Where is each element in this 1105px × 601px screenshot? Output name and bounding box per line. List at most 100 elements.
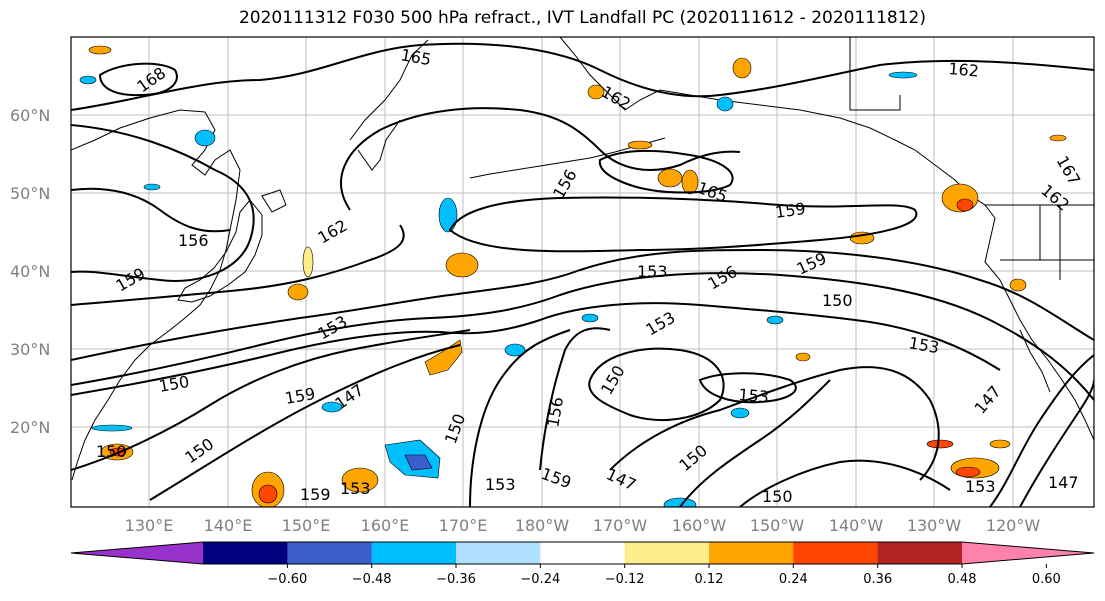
alaska-coast bbox=[559, 37, 996, 219]
contour-line bbox=[609, 366, 940, 481]
shaded-regions bbox=[79, 45, 1067, 507]
contour-line bbox=[739, 459, 951, 507]
contour-label: 156 bbox=[178, 231, 209, 250]
contour-label: 153 bbox=[637, 262, 668, 281]
contour-line bbox=[679, 379, 831, 507]
shade-blob bbox=[302, 246, 314, 278]
lon-label: 150°W bbox=[750, 516, 805, 535]
lon-label: 170°W bbox=[593, 516, 648, 535]
contour-line bbox=[71, 224, 405, 306]
contour-label: 162 bbox=[948, 59, 980, 81]
shade-blob bbox=[989, 439, 1011, 449]
contour-line bbox=[71, 329, 471, 471]
colorbar-segment bbox=[709, 542, 794, 564]
contour-label: 150 bbox=[822, 291, 853, 310]
lat-label: 30°N bbox=[10, 340, 50, 359]
contour-label: 147 bbox=[1048, 473, 1079, 492]
lat-label: 60°N bbox=[10, 106, 50, 125]
lon-label: 160°W bbox=[672, 516, 727, 535]
colorbar-tick-label: 0.36 bbox=[863, 572, 892, 587]
lat-label: 20°N bbox=[10, 418, 50, 437]
height-contours bbox=[71, 42, 1094, 507]
contour-line bbox=[448, 196, 918, 253]
colorbar-segment bbox=[793, 542, 879, 564]
shade-blob bbox=[143, 183, 161, 191]
us-state-borders bbox=[1000, 205, 1094, 280]
colorbar-tick-label: −0.48 bbox=[352, 572, 392, 587]
colorbar-tick-label: 0.12 bbox=[695, 572, 724, 587]
shade-blob bbox=[1049, 134, 1067, 142]
lon-label: 130°E bbox=[125, 516, 174, 535]
contour-label: 159 bbox=[300, 485, 331, 504]
contour-line bbox=[71, 124, 255, 282]
lon-label: 140°E bbox=[204, 516, 253, 535]
longitude-labels: 130°E 140°E 150°E 160°E 170°E 180°W 170°… bbox=[125, 516, 1041, 535]
colorbar-segment bbox=[540, 542, 626, 564]
shade-blob bbox=[716, 96, 734, 112]
contour-line bbox=[149, 344, 461, 501]
shade-blob bbox=[404, 454, 433, 471]
shade-blob bbox=[438, 197, 458, 233]
shade-blob bbox=[730, 407, 750, 419]
contour-line bbox=[469, 329, 571, 507]
lon-label: 180°W bbox=[515, 516, 570, 535]
contour-line bbox=[98, 62, 178, 97]
shade-blob bbox=[258, 484, 278, 504]
lon-label: 140°W bbox=[829, 516, 884, 535]
contour-line bbox=[1019, 379, 1094, 507]
colorbar-extension-low bbox=[71, 542, 203, 564]
shade-blob bbox=[732, 57, 752, 79]
shade-blob bbox=[91, 424, 133, 432]
colorbar-segment bbox=[371, 542, 457, 564]
contour-label: 150 bbox=[96, 442, 127, 461]
map-background bbox=[71, 37, 1094, 507]
colorbar-tick-label: 0.60 bbox=[1032, 572, 1061, 587]
japan-coast bbox=[177, 199, 263, 303]
colorbar-outline bbox=[70, 541, 1095, 565]
contour-line bbox=[71, 42, 1094, 111]
contour-line bbox=[71, 272, 1094, 401]
shade-blob bbox=[587, 84, 605, 100]
page-title: 2020111312 F030 500 hPa refract., IVT La… bbox=[238, 8, 926, 28]
contour-line bbox=[698, 372, 797, 404]
hokkaido-coast bbox=[261, 189, 287, 213]
contour-label: 153 bbox=[738, 385, 770, 407]
colorbar-tick-label: −0.12 bbox=[605, 572, 645, 587]
shade-blob bbox=[287, 283, 309, 301]
shade-blob bbox=[581, 313, 599, 323]
colorbar-segment bbox=[203, 542, 288, 564]
colorbar-segment bbox=[877, 542, 963, 564]
baja-coast bbox=[1019, 329, 1051, 393]
shade-blob bbox=[956, 198, 974, 212]
shade-blob bbox=[341, 467, 379, 493]
shade-blob bbox=[663, 497, 697, 507]
contour-label: 153 bbox=[340, 479, 371, 498]
shade-blob bbox=[194, 129, 216, 147]
lat-label: 40°N bbox=[10, 262, 50, 281]
colorbar-tick-label: −0.24 bbox=[520, 572, 560, 587]
lon-label: 130°W bbox=[907, 516, 962, 535]
contour-label: 153 bbox=[485, 475, 516, 494]
map-frame bbox=[70, 36, 1095, 508]
lon-label: 120°W bbox=[986, 516, 1041, 535]
shade-blob bbox=[955, 466, 981, 478]
shade-blob bbox=[424, 339, 463, 376]
contour-label: 150 bbox=[762, 487, 793, 506]
lon-label: 160°E bbox=[361, 516, 410, 535]
contour-line bbox=[340, 107, 741, 211]
contour-line bbox=[71, 187, 231, 233]
shade-blob bbox=[88, 45, 112, 55]
shade-blob bbox=[79, 75, 97, 85]
shade-blob bbox=[627, 140, 653, 150]
colorbar-tick-label: 0.48 bbox=[948, 572, 977, 587]
kamchatka-coast bbox=[349, 39, 429, 171]
lon-label: 150°E bbox=[282, 516, 331, 535]
colorbar-segment bbox=[287, 542, 373, 564]
colorbar-tick-label: −0.60 bbox=[267, 572, 307, 587]
shade-blob bbox=[504, 343, 526, 357]
contour-label: 153 bbox=[965, 477, 996, 496]
contour-line bbox=[598, 149, 734, 194]
contour-line bbox=[588, 347, 725, 421]
colorbar: −0.60 −0.48 −0.36 −0.24 −0.12 0.12 0.24 0.36 0.4… bbox=[70, 541, 1095, 587]
